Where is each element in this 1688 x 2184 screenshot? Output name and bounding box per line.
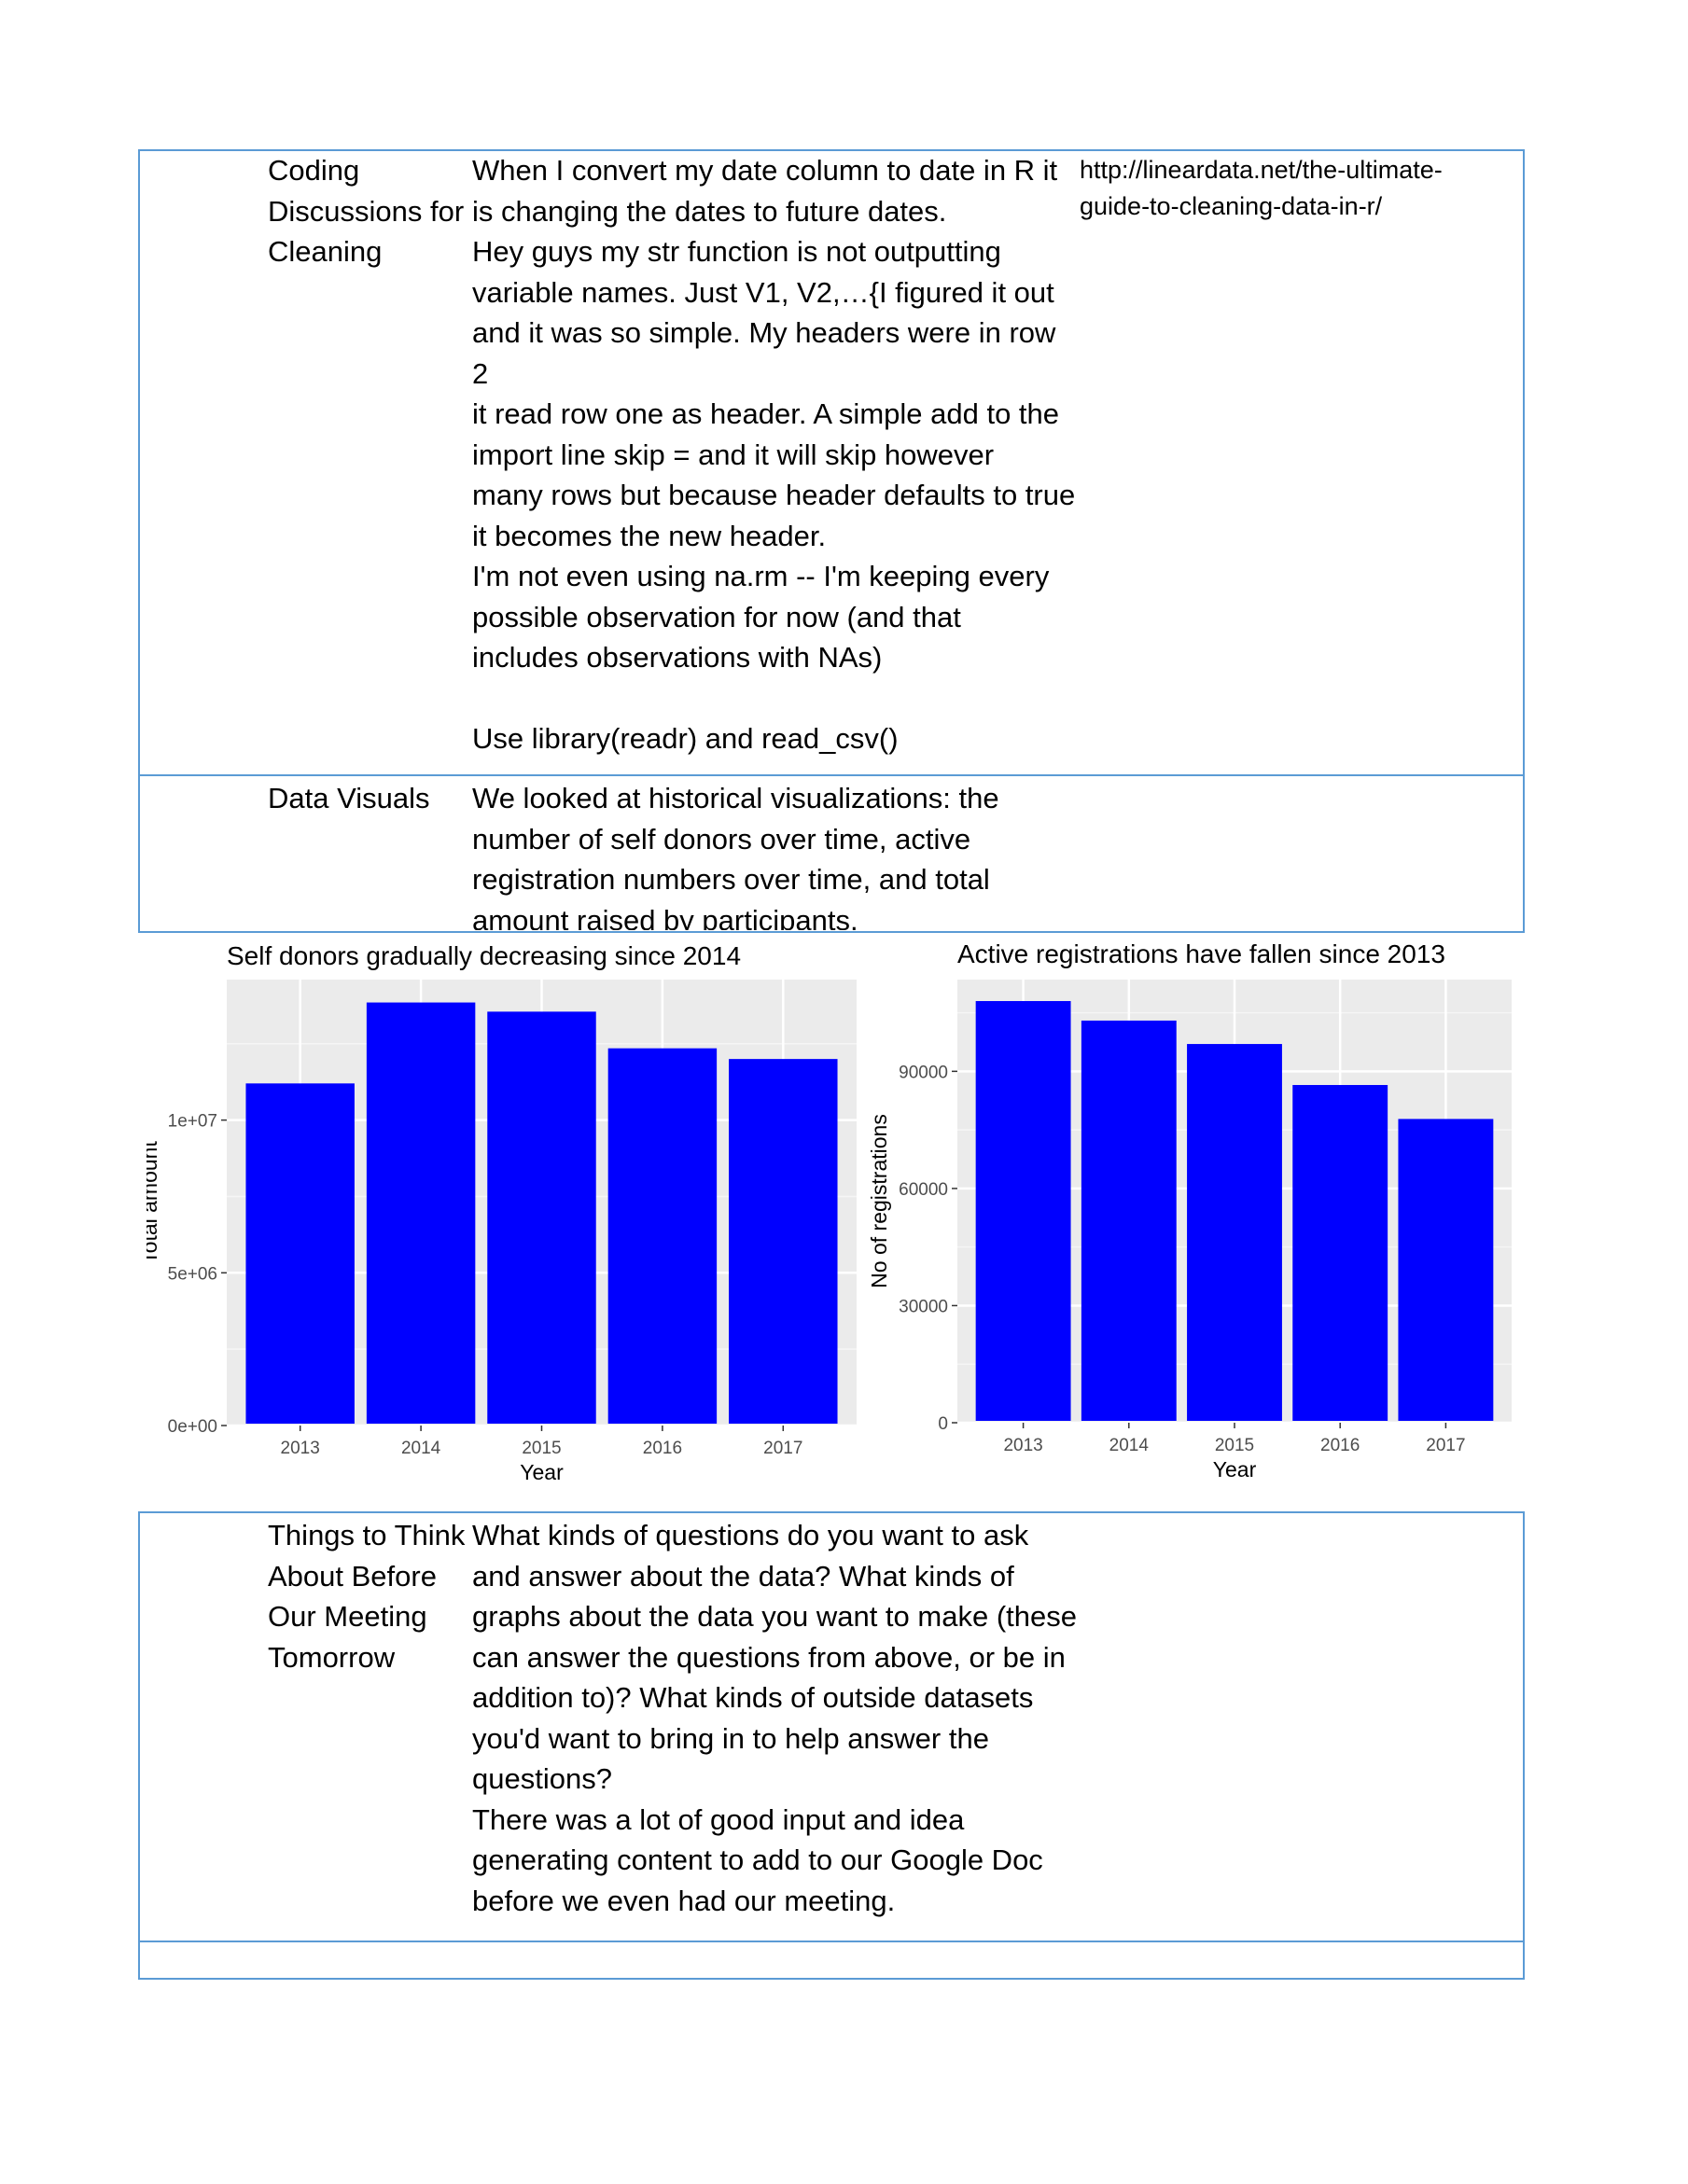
bar bbox=[487, 1011, 596, 1424]
row-label: Coding Discussions for Cleaning bbox=[268, 154, 465, 268]
x-tick-label: 2015 bbox=[1215, 1436, 1254, 1455]
x-axis-label: Year bbox=[1213, 1457, 1257, 1482]
y-axis-label: No of registrations bbox=[867, 1114, 891, 1288]
row-body: When I convert my date column to date in… bbox=[472, 154, 1076, 755]
self-donors-chart: 0e+00 5e+06 1e+07 2013 2014 2015 2016 2017 Self … bbox=[138, 933, 866, 1504]
reference-link[interactable]: http://lineardata.net/the-ultimate- guid… bbox=[1080, 156, 1443, 220]
x-axis-label: Year bbox=[520, 1460, 564, 1484]
row-clip: Data Visuals We looked at historical vis… bbox=[0, 774, 1688, 930]
x-tick-label: 2015 bbox=[522, 1439, 561, 1458]
bar bbox=[1292, 1084, 1388, 1421]
y-tick-label: 0 bbox=[938, 1414, 948, 1434]
x-tick-label: 2017 bbox=[1426, 1436, 1465, 1455]
bar bbox=[975, 1001, 1071, 1421]
x-tick-label: 2014 bbox=[1109, 1436, 1150, 1455]
x-tick-label: 2016 bbox=[643, 1439, 682, 1458]
x-tick-label: 2016 bbox=[1320, 1436, 1360, 1455]
x-tick-label: 2013 bbox=[281, 1439, 320, 1458]
y-tick-label: 5e+06 bbox=[168, 1264, 217, 1284]
row-body: What kinds of questions do you want to a… bbox=[472, 1519, 1077, 1917]
bar bbox=[245, 1083, 355, 1424]
bar bbox=[607, 1048, 718, 1424]
bar bbox=[1081, 1020, 1177, 1421]
y-tick-label: 30000 bbox=[899, 1297, 948, 1316]
bar bbox=[1187, 1044, 1282, 1421]
chart-title: Self donors gradually decreasing since 2… bbox=[227, 941, 741, 970]
row-label: Things to Think About Before Our Meeting… bbox=[268, 1519, 466, 1674]
y-tick-label: 60000 bbox=[899, 1180, 948, 1200]
row-label: Data Visuals bbox=[268, 782, 430, 814]
y-tick-label: 1e+07 bbox=[168, 1112, 217, 1132]
table-row bbox=[138, 774, 1525, 933]
x-tick-label: 2013 bbox=[1003, 1436, 1042, 1455]
table-row bbox=[138, 1941, 1525, 1980]
chart-canvas: 0e+00 5e+06 1e+07 2013 2014 2015 2016 2017 Self … bbox=[138, 941, 857, 1484]
bar bbox=[729, 1059, 838, 1424]
row-body: We looked at historical visualizations: … bbox=[472, 782, 999, 930]
chart-title: Active registrations have fallen since 2… bbox=[957, 939, 1445, 968]
registrations-chart: 0 30000 60000 90000 2013 2014 2015 2016 2017 Acti… bbox=[866, 933, 1525, 1504]
chart-canvas: 0 30000 60000 90000 2013 2014 2015 2016 2017 Acti… bbox=[867, 939, 1512, 1482]
bar bbox=[366, 1002, 476, 1424]
y-tick-label: 90000 bbox=[899, 1063, 948, 1082]
x-tick-label: 2014 bbox=[401, 1439, 441, 1458]
bar bbox=[1398, 1119, 1494, 1421]
x-tick-label: 2017 bbox=[763, 1439, 802, 1458]
label-clip-mask bbox=[138, 980, 146, 1426]
y-tick-label: 0e+00 bbox=[168, 1417, 217, 1437]
